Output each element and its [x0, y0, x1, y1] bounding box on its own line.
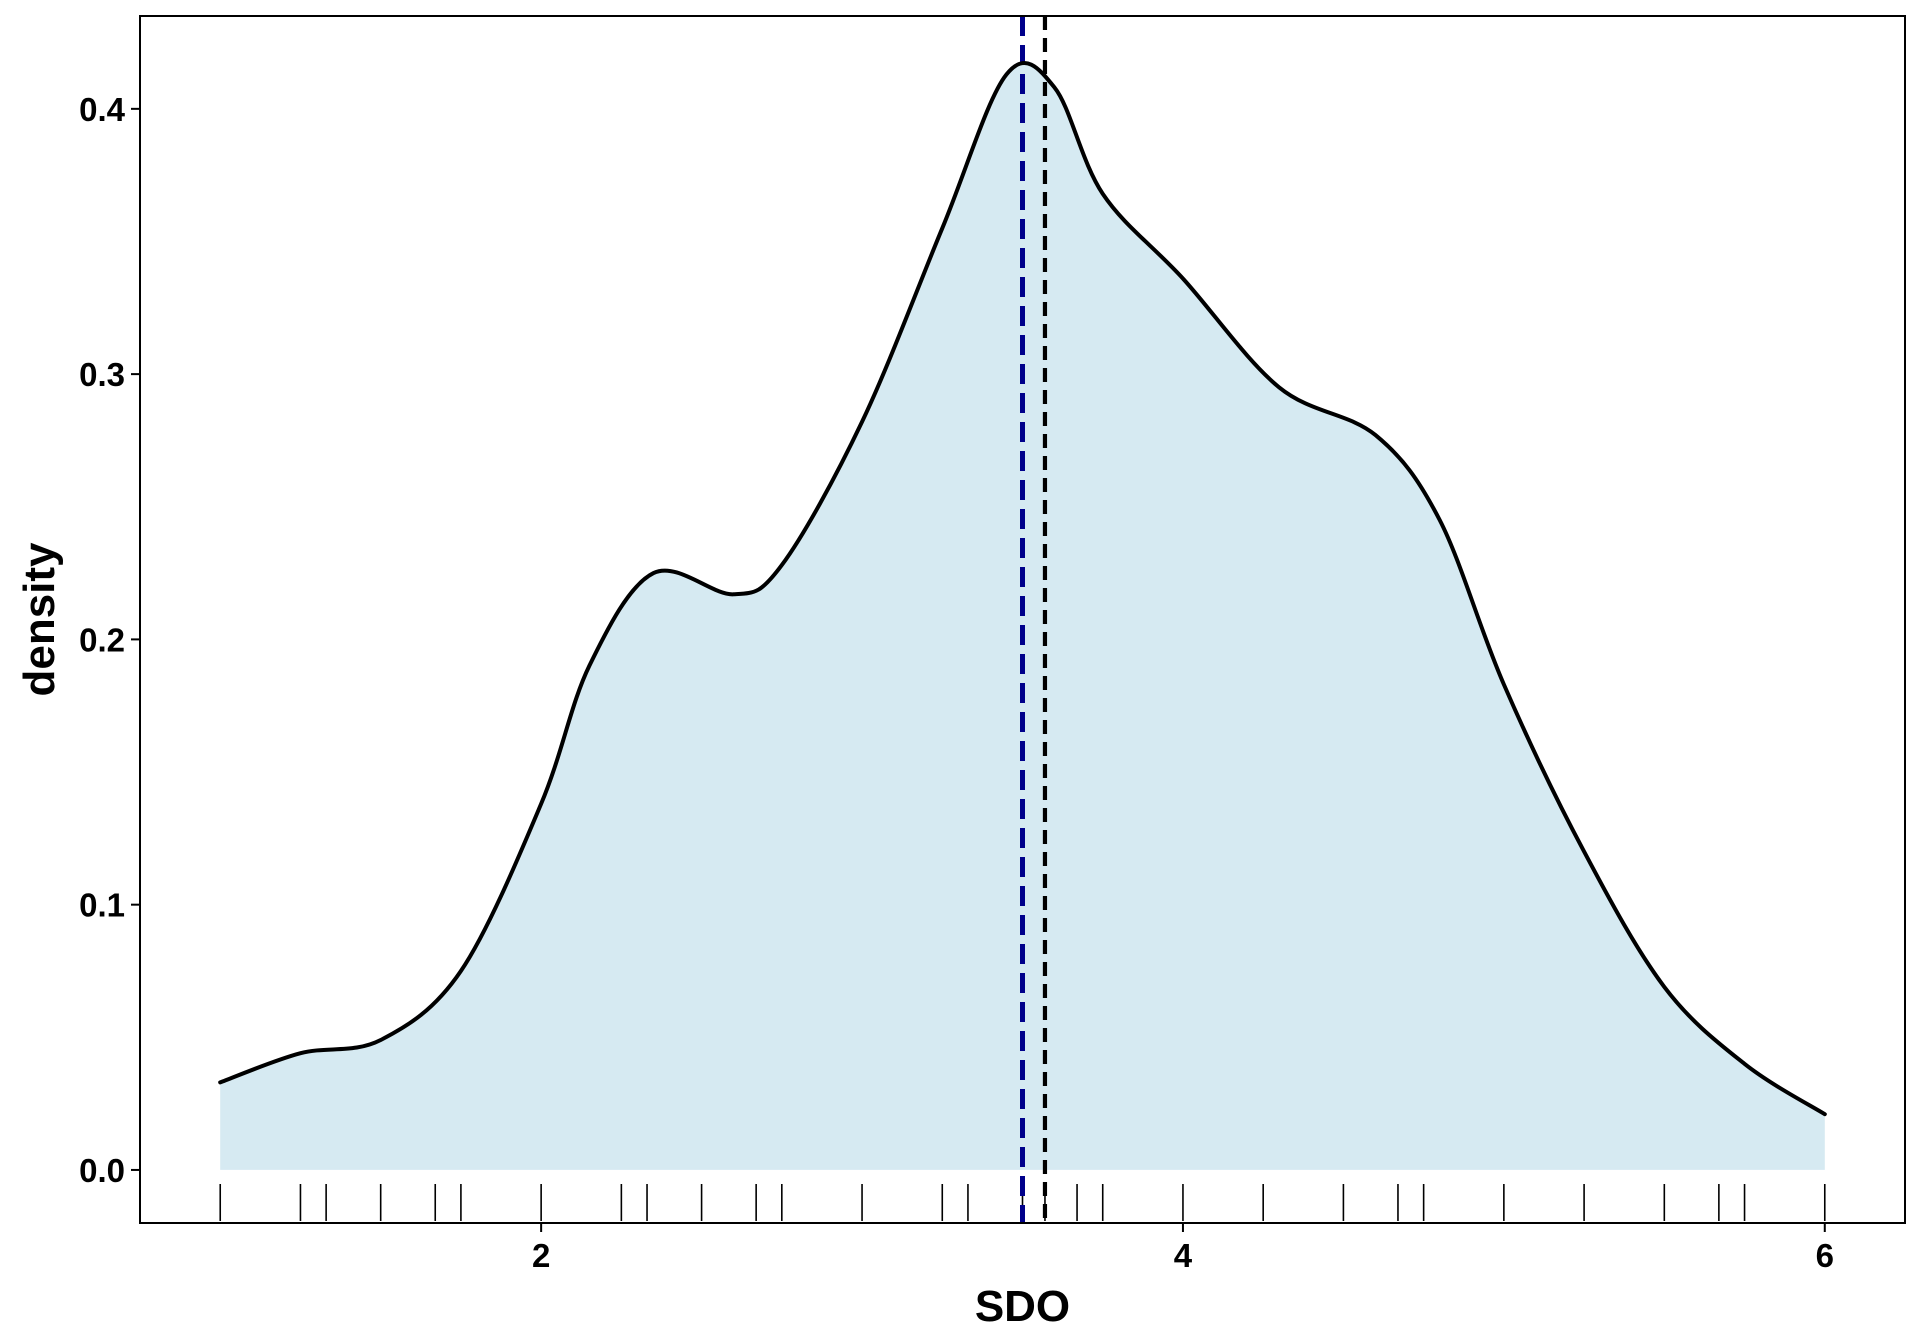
x-axis-title: SDO — [975, 1282, 1070, 1331]
y-tick-label: 0.0 — [79, 1152, 125, 1189]
y-axis-title: density — [15, 542, 64, 697]
y-tick-label: 0.1 — [79, 887, 125, 924]
reference-lines-layer — [1020, 16, 1048, 1223]
density-curve-layer — [218, 60, 1827, 1117]
density-area — [220, 62, 1825, 1170]
rug-layer — [219, 1184, 1826, 1221]
density-curve — [218, 60, 1827, 1117]
x-tick-label: 4 — [1174, 1237, 1193, 1274]
plot-panel-border — [139, 15, 1906, 1224]
density-area-layer — [220, 62, 1825, 1170]
y-tick-label: 0.3 — [79, 356, 125, 393]
y-tick-label: 0.2 — [79, 621, 125, 658]
y-axis-ticks: 0.0 0.1 0.2 0.3 0.4 — [79, 91, 140, 1189]
y-tick-label: 0.4 — [79, 91, 126, 128]
x-axis-ticks: 2 4 6 — [532, 1223, 1834, 1274]
x-tick-label: 6 — [1816, 1237, 1834, 1274]
x-tick-label: 2 — [532, 1237, 550, 1274]
